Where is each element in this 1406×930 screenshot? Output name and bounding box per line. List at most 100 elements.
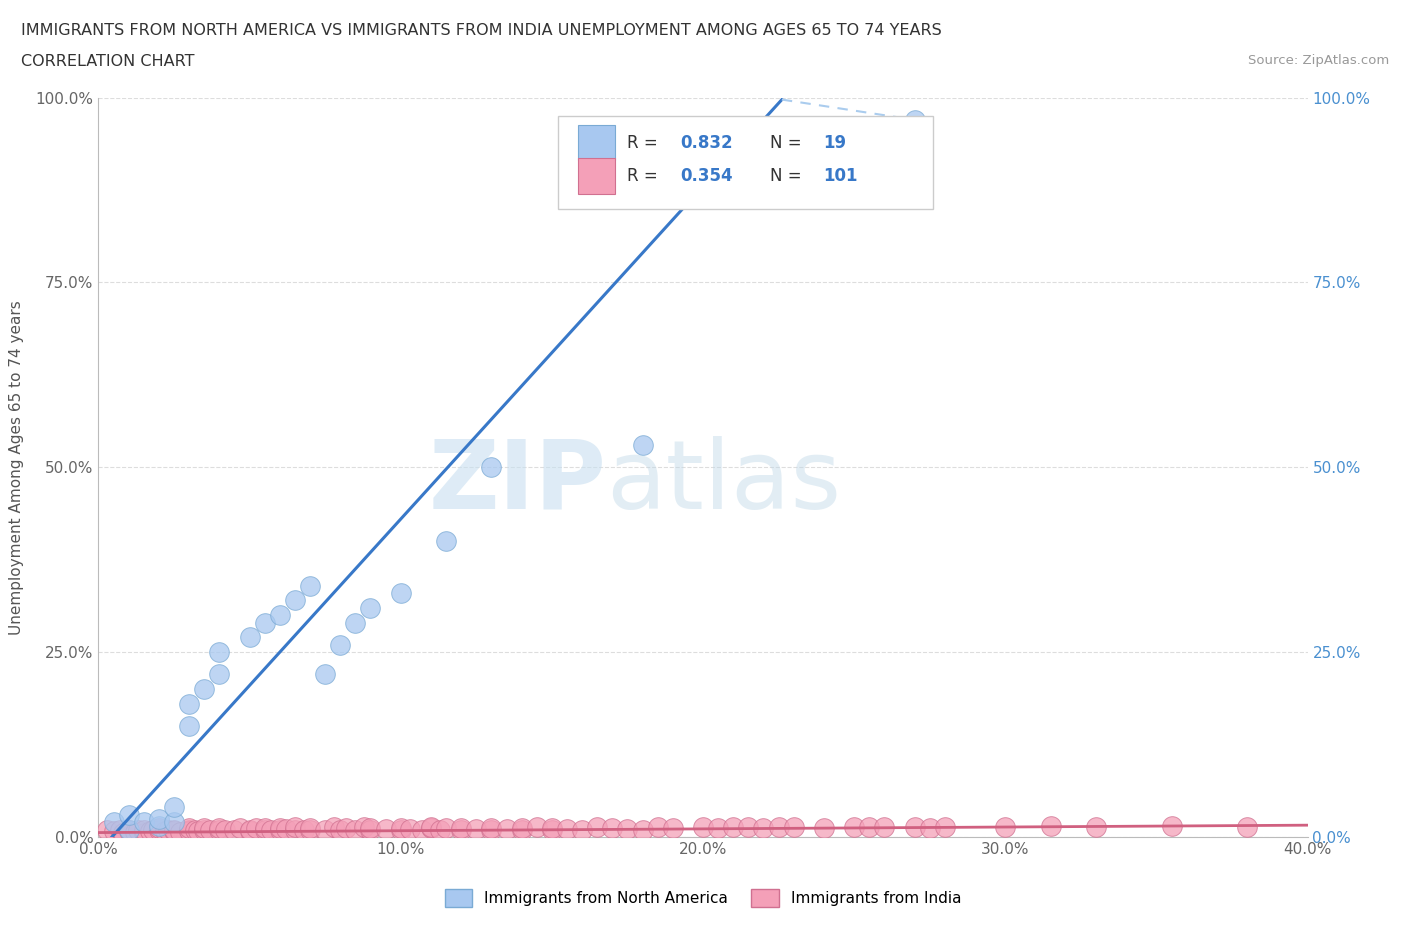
Point <box>434 534 457 549</box>
Point <box>179 697 201 711</box>
Point <box>465 821 488 836</box>
Point <box>586 820 609 835</box>
Point <box>389 586 412 601</box>
Text: IMMIGRANTS FROM NORTH AMERICA VS IMMIGRANTS FROM INDIA UNEMPLOYMENT AMONG AGES 6: IMMIGRANTS FROM NORTH AMERICA VS IMMIGRA… <box>21 23 942 38</box>
Point <box>510 822 533 837</box>
Legend: Immigrants from North America, Immigrants from India: Immigrants from North America, Immigrant… <box>439 884 967 913</box>
Point <box>314 822 336 837</box>
Point <box>239 824 262 839</box>
Point <box>284 820 307 835</box>
Point <box>481 822 503 837</box>
Point <box>253 820 276 835</box>
Point <box>179 822 201 837</box>
Point <box>163 815 186 830</box>
Point <box>450 820 472 835</box>
Point <box>253 822 276 837</box>
Point <box>353 820 375 835</box>
Point <box>783 820 806 835</box>
Point <box>329 822 352 837</box>
Point <box>918 820 941 835</box>
Point <box>692 820 714 835</box>
Point <box>429 822 451 837</box>
Point <box>118 822 141 837</box>
Point <box>200 823 222 838</box>
Point <box>602 820 624 835</box>
Point <box>374 821 396 836</box>
Point <box>139 824 162 839</box>
Point <box>163 824 186 839</box>
Point <box>229 820 252 835</box>
Point <box>208 667 231 682</box>
Point <box>260 823 283 838</box>
Point <box>450 822 472 837</box>
Point <box>420 820 443 835</box>
Point <box>994 819 1017 834</box>
Text: N =: N = <box>769 134 807 152</box>
Point <box>208 644 231 659</box>
Point <box>323 820 346 835</box>
Point <box>904 819 927 834</box>
Point <box>208 822 231 837</box>
Point <box>934 820 956 835</box>
Point <box>179 824 201 839</box>
Point <box>344 822 367 837</box>
Point <box>737 820 759 835</box>
Point <box>661 820 683 835</box>
Point <box>631 438 654 453</box>
FancyBboxPatch shape <box>578 158 614 193</box>
Point <box>571 822 593 837</box>
Point <box>111 826 134 841</box>
Point <box>118 822 141 837</box>
Point <box>269 820 291 835</box>
Point <box>1039 818 1062 833</box>
Point <box>420 820 443 835</box>
Point <box>269 822 291 837</box>
Point <box>434 820 457 835</box>
Point <box>253 615 276 630</box>
Point <box>411 822 433 837</box>
Point <box>132 822 155 837</box>
Y-axis label: Unemployment Among Ages 65 to 74 years: Unemployment Among Ages 65 to 74 years <box>10 300 24 634</box>
Point <box>299 578 322 593</box>
Point <box>335 820 357 835</box>
Point <box>156 822 179 837</box>
Text: ZIP: ZIP <box>429 435 606 528</box>
Point <box>1160 818 1182 833</box>
Point <box>148 822 170 837</box>
Text: 101: 101 <box>823 167 858 185</box>
Point <box>768 819 790 834</box>
Point <box>631 822 654 837</box>
Point <box>118 824 141 839</box>
Point <box>707 820 730 835</box>
FancyBboxPatch shape <box>558 116 932 208</box>
Point <box>179 719 201 734</box>
Point <box>193 820 215 835</box>
Point <box>398 821 420 836</box>
Point <box>163 800 186 815</box>
Point <box>193 682 215 697</box>
Point <box>103 824 125 839</box>
Point <box>360 822 382 837</box>
Point <box>813 820 835 835</box>
Point <box>284 593 307 608</box>
Point <box>616 821 638 836</box>
Text: atlas: atlas <box>606 435 841 528</box>
Point <box>124 824 146 839</box>
Point <box>555 821 578 836</box>
Point <box>245 820 267 835</box>
Point <box>389 820 412 835</box>
Point <box>148 820 170 835</box>
Point <box>153 824 176 839</box>
Point <box>360 820 382 835</box>
Point <box>495 821 517 836</box>
Point <box>481 460 503 474</box>
Point <box>752 820 775 835</box>
Point <box>103 815 125 830</box>
Point <box>148 811 170 826</box>
Point <box>269 608 291 623</box>
Point <box>314 667 336 682</box>
Text: CORRELATION CHART: CORRELATION CHART <box>21 54 194 69</box>
Point <box>148 818 170 833</box>
Point <box>1236 820 1258 835</box>
Point <box>274 821 297 836</box>
